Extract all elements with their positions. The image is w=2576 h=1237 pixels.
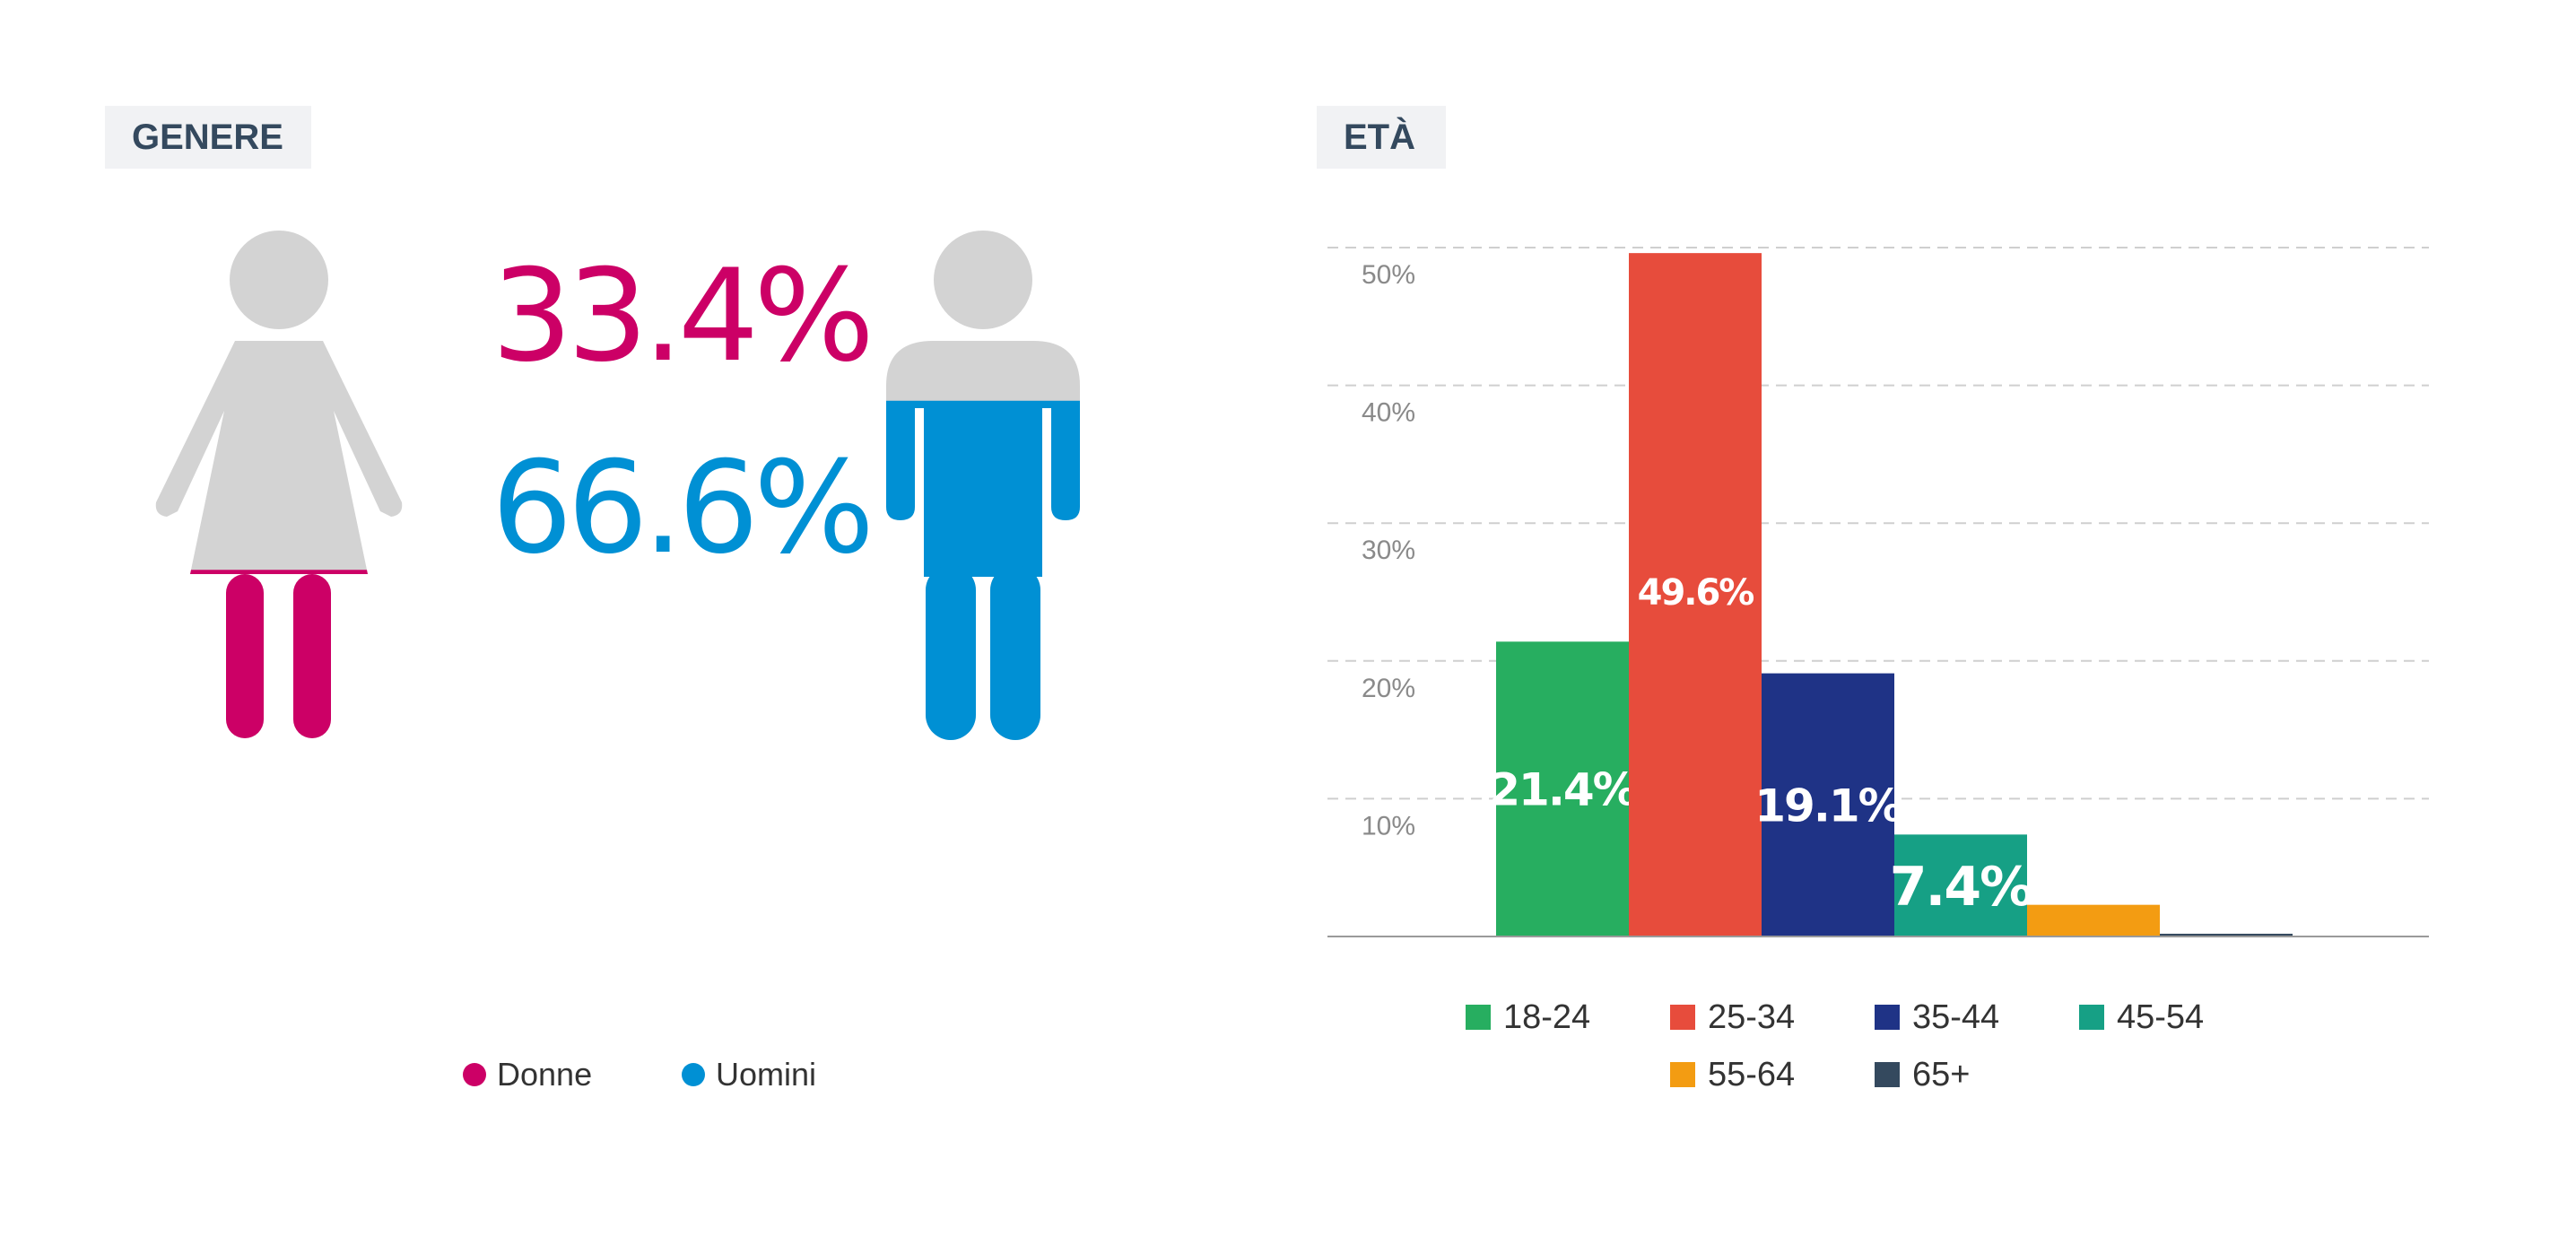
y-tick-label: 30% xyxy=(1362,536,1415,565)
bar-data-label: 21.4% xyxy=(1489,764,1636,816)
legend-label: 45-54 xyxy=(2117,997,2205,1036)
age-legend: 18-24 25-34 35-44 45-54 55-64 65+ xyxy=(1381,997,2368,1094)
legend-label: 55-64 xyxy=(1708,1055,1796,1093)
legend-swatch xyxy=(2079,1005,2104,1030)
legend-item-men[interactable]: Uomini xyxy=(682,1055,816,1094)
legend-swatch xyxy=(1466,1005,1491,1030)
bar-65+[interactable] xyxy=(2160,933,2293,936)
y-tick-label: 40% xyxy=(1362,398,1415,428)
women-legend-dot xyxy=(463,1063,486,1086)
men-legend-dot xyxy=(682,1063,705,1086)
legend-item-45-54[interactable]: 45-54 xyxy=(2079,997,2284,1037)
legend-item-18-24[interactable]: 18-24 xyxy=(1466,997,1670,1037)
bar-data-label: 49.6% xyxy=(1638,572,1754,614)
gender-section-title: GENERE xyxy=(105,106,311,169)
women-percentage: 33.4% xyxy=(492,242,875,390)
chart-bars: 21.4% 49.6% 19.1% 7.4% xyxy=(1489,253,2293,936)
bar-data-label: 19.1% xyxy=(1754,780,1902,832)
bar-45-54[interactable] xyxy=(1894,834,2027,936)
legend-swatch xyxy=(1670,1062,1695,1087)
legend-item-35-44[interactable]: 35-44 xyxy=(1875,997,2079,1037)
bar-35-44[interactable] xyxy=(1762,673,1894,936)
bar-55-64[interactable] xyxy=(2027,904,2160,936)
legend-swatch xyxy=(1670,1005,1695,1030)
legend-label: 18-24 xyxy=(1503,997,1591,1036)
legend-label: 35-44 xyxy=(1912,997,2000,1036)
legend-item-55-64[interactable]: 55-64 xyxy=(1670,1055,1875,1094)
legend-label: 65+ xyxy=(1912,1055,1971,1093)
legend-swatch xyxy=(1875,1062,1900,1087)
bar-data-label: 7.4% xyxy=(1890,856,2032,919)
age-section-title: ETÀ xyxy=(1317,106,1446,169)
men-legend-label: Uomini xyxy=(716,1056,817,1093)
y-tick-label: 10% xyxy=(1362,811,1415,841)
women-legend-label: Donne xyxy=(497,1056,593,1093)
y-tick-label: 20% xyxy=(1362,674,1415,703)
legend-label: 25-34 xyxy=(1708,997,1796,1036)
bar-25-34[interactable] xyxy=(1629,253,1762,936)
legend-item-women[interactable]: Donne xyxy=(463,1055,592,1094)
legend-item-65+[interactable]: 65+ xyxy=(1875,1055,2079,1094)
legend-item-25-34[interactable]: 25-34 xyxy=(1670,997,1875,1037)
y-tick-label: 50% xyxy=(1362,260,1415,290)
men-percentage: 66.6% xyxy=(492,434,875,582)
legend-swatch xyxy=(1875,1005,1900,1030)
bar-18-24[interactable] xyxy=(1496,641,1629,936)
